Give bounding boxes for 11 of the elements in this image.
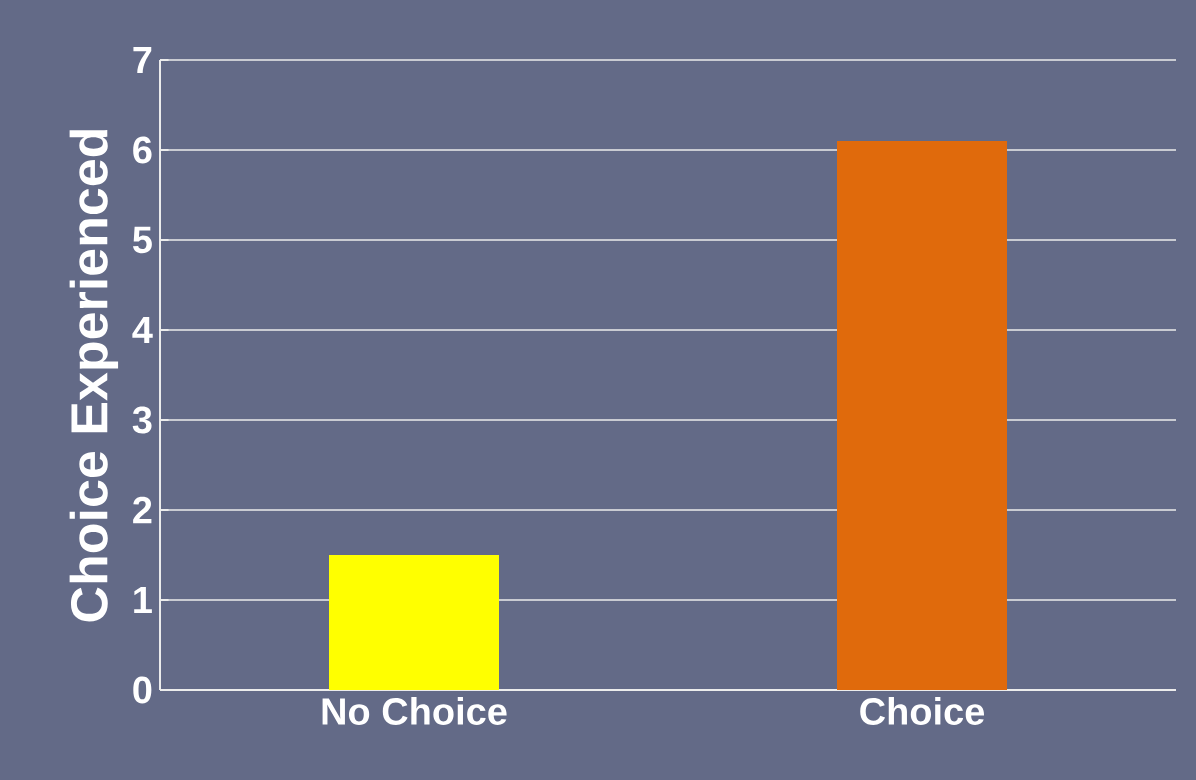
- y-tick-label: 3: [132, 406, 152, 434]
- y-tick-label: 2: [133, 496, 152, 524]
- y-tick-label: 6: [133, 136, 152, 164]
- y-tick-label: 4: [132, 316, 153, 344]
- y-tick-label: 0: [133, 676, 152, 704]
- x-tick-label: No Choice: [322, 697, 507, 725]
- y-tick-label: 5: [132, 226, 152, 254]
- x-tick-label: Choice: [860, 697, 985, 725]
- y-tick-label: 7: [133, 46, 152, 74]
- y-axis-title: Choice Experienced: [69, 129, 119, 622]
- y-tick-label: 1: [134, 586, 152, 614]
